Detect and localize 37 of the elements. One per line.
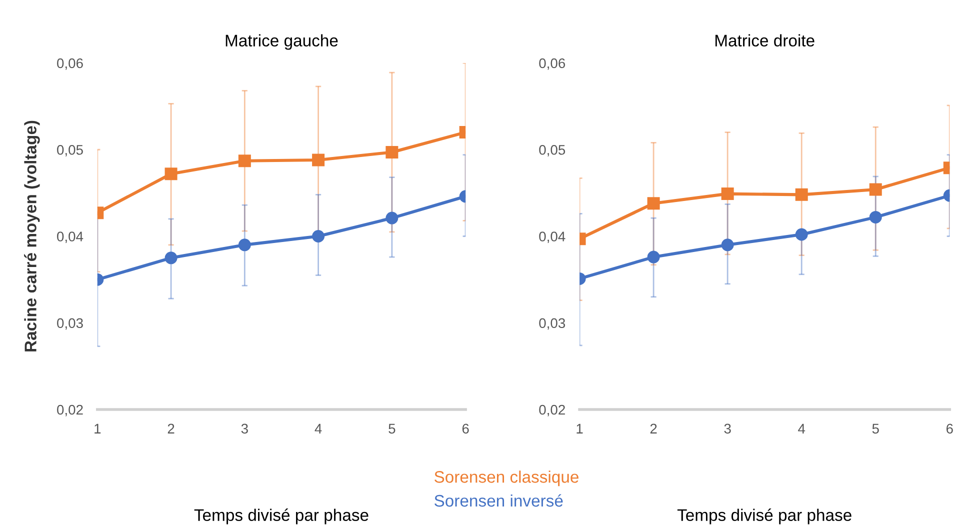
y-tick-label: 0,05 xyxy=(539,144,566,156)
x-axis-title: Temps divisé par phase xyxy=(194,508,368,524)
point xyxy=(721,238,734,252)
x-tick-label: 3 xyxy=(241,424,248,434)
point xyxy=(795,228,808,241)
y-tick-label: 0,03 xyxy=(57,318,83,330)
x-tick-label: 1 xyxy=(576,424,583,434)
y-tick-label: 0,02 xyxy=(539,404,565,416)
y-tick-label: 0,02 xyxy=(57,404,83,416)
x-tick-label: 5 xyxy=(388,424,396,434)
x-tick-label: 2 xyxy=(168,424,174,434)
x-tick-label: 4 xyxy=(798,424,806,434)
x-tick-label: 4 xyxy=(314,424,322,434)
point xyxy=(238,154,251,168)
text: Sorensen classique xyxy=(434,470,578,486)
y-tick-label: 0,03 xyxy=(539,318,566,330)
x-tick-label: 2 xyxy=(650,424,657,434)
y-tick-label: 0,04 xyxy=(57,232,84,244)
y-tick-label: 0,04 xyxy=(539,232,566,244)
point xyxy=(721,188,734,200)
x-tick-label: 6 xyxy=(946,424,953,434)
chart-title: Matrice gauche xyxy=(226,34,338,50)
x-axis-title: Temps divisé par phase xyxy=(677,508,852,524)
point xyxy=(312,154,325,166)
point xyxy=(238,238,251,252)
y-axis-title: Racine carré moyen (voltage) xyxy=(24,120,40,352)
point xyxy=(795,188,808,201)
text: Sorensen inversé xyxy=(434,494,563,507)
x-tick-label: 1 xyxy=(94,424,101,434)
x-tick-label: 5 xyxy=(872,424,879,434)
chart-title: Matrice droite xyxy=(715,34,814,46)
y-tick-label: 0,05 xyxy=(57,144,83,156)
x-tick-label: 6 xyxy=(462,424,469,434)
point xyxy=(312,230,325,242)
x-tick-label: 3 xyxy=(724,424,731,434)
y-tick-label: 0,06 xyxy=(57,58,83,70)
y-tick-label: 0,06 xyxy=(539,58,566,70)
